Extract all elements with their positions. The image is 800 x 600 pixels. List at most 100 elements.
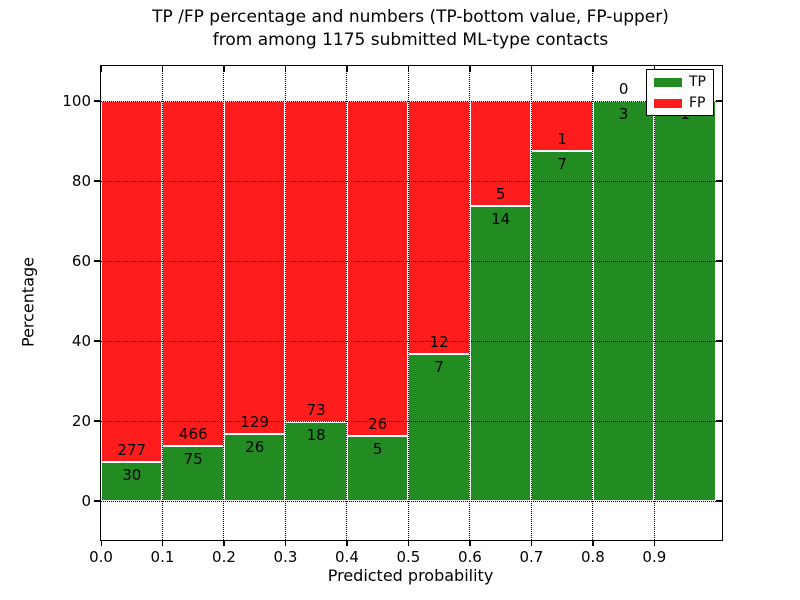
bar-segment-fp: [346, 101, 409, 437]
x-axis-label: Predicted probability: [327, 566, 494, 585]
y-gridline: [101, 180, 722, 182]
chart-title-line1: TP /FP percentage and numbers (TP-bottom…: [152, 7, 669, 27]
y-gridline: [101, 420, 722, 422]
bar-segment-fp: [408, 101, 470, 354]
x-gridline: [346, 66, 348, 540]
bars-layer: [101, 66, 722, 540]
bar-segment-tp: [592, 101, 655, 501]
x-tick-bottom: [161, 540, 164, 546]
x-tick-bottom: [530, 540, 533, 546]
ticks-layer: [94, 66, 722, 546]
x-tick-label: 0.7: [519, 548, 544, 566]
legend-item-tp: TP: [654, 75, 706, 89]
x-gridline: [469, 66, 471, 540]
fp-count-label: 466: [178, 424, 208, 443]
bar-segment-tp: [469, 206, 532, 501]
x-tick-top: [284, 66, 287, 72]
tp-swatch-icon: [654, 77, 682, 87]
x-tick-label: 0.0: [89, 548, 113, 566]
legend-label-tp: TP: [689, 74, 706, 90]
y-tick-right: [716, 340, 722, 342]
x-tick-label: 0.8: [580, 548, 605, 566]
bar-segment-tp: [101, 461, 163, 501]
y-tick-label: 80: [71, 172, 91, 190]
bar-segment-fp: [101, 101, 163, 462]
x-tick-bottom: [407, 540, 410, 546]
x-tick-top: [469, 66, 471, 72]
tp-count-label: 14: [491, 210, 511, 229]
y-tick-left: [94, 260, 101, 262]
y-gridline: [101, 260, 722, 262]
fp-count-label: 5: [495, 185, 506, 204]
legend-label-fp: FP: [689, 95, 706, 111]
x-tick-top: [161, 66, 164, 72]
y-tick-left: [94, 180, 101, 182]
y-gridline: [101, 340, 722, 342]
y-tick-label: 100: [62, 92, 91, 110]
fp-count-label: 73: [306, 400, 326, 419]
x-tick-bottom: [223, 540, 225, 546]
fp-count-label: 26: [368, 415, 388, 434]
y-tick-label: 40: [71, 332, 91, 350]
bar-segment-tp: [223, 433, 286, 501]
x-gridline: [161, 66, 163, 540]
x-gridline: [223, 66, 225, 540]
fp-count-label: 0: [618, 80, 629, 98]
fp-count-label: 12: [429, 332, 449, 351]
x-tick-bottom: [100, 540, 102, 546]
x-gridline: [530, 66, 532, 540]
plot-area: 27730466751292673182651275141703010.00.1…: [62, 65, 723, 566]
tp-count-label: 26: [245, 437, 265, 456]
y-tick-label: 60: [71, 252, 91, 270]
tp-count-label: 75: [183, 449, 203, 468]
bar-segment-tp: [346, 436, 409, 501]
x-tick-label: 0.1: [150, 548, 175, 566]
tp-count-label: 7: [434, 357, 444, 376]
tp-count-label: 18: [306, 425, 326, 444]
grid-layer: [101, 66, 722, 540]
fp-count-label: 277: [117, 440, 147, 459]
chart-title-line2: from among 1175 submitted ML-type contac…: [212, 30, 609, 50]
x-tick-label: 0.4: [335, 548, 359, 566]
bar-segment-tp: [162, 445, 224, 501]
x-tick-label: 0.5: [396, 548, 421, 566]
x-tick-bottom: [284, 540, 287, 546]
bar-segment-fp: [531, 101, 593, 151]
legend-item-fp: FP: [654, 96, 706, 110]
y-tick-right: [716, 180, 722, 182]
y-tick-left: [94, 500, 101, 502]
x-tick-bottom: [346, 540, 348, 546]
y-tick-left: [94, 340, 101, 342]
x-gridline: [407, 66, 409, 540]
x-tick-label: 0.6: [457, 548, 482, 566]
x-gridline: [653, 66, 655, 540]
fp-swatch-icon: [654, 98, 682, 108]
x-tick-label: 0.2: [212, 548, 236, 566]
bar-segment-tp: [408, 353, 470, 501]
x-tick-top: [346, 66, 348, 72]
bar-segment-fp: [223, 101, 286, 434]
tp-count-label: 30: [122, 465, 142, 484]
y-gridline: [101, 500, 722, 502]
y-tick-left: [94, 420, 101, 422]
y-tick-label: 0: [81, 492, 91, 510]
tp-count-label: 5: [372, 440, 383, 459]
y-tick-right: [716, 100, 722, 102]
fp-count-label: 129: [240, 412, 270, 431]
x-tick-top: [100, 66, 102, 72]
bar-segment-tp: [285, 421, 347, 501]
x-gridline: [284, 66, 286, 540]
tp-count-label: 7: [557, 155, 567, 173]
x-tick-top: [592, 66, 594, 72]
y-gridline: [101, 100, 722, 102]
bar-segment-tp: [531, 151, 593, 501]
bar-count-labels-layer: 27730466751292673182651275141703010.00.1…: [62, 66, 722, 566]
x-tick-top: [407, 66, 410, 72]
x-tick-top: [223, 66, 225, 72]
fp-count-label: 1: [557, 130, 567, 148]
x-tick-top: [530, 66, 533, 72]
x-tick-label: 0.3: [273, 548, 298, 566]
bar-segment-fp: [469, 101, 532, 207]
legend: TP FP: [646, 69, 714, 116]
